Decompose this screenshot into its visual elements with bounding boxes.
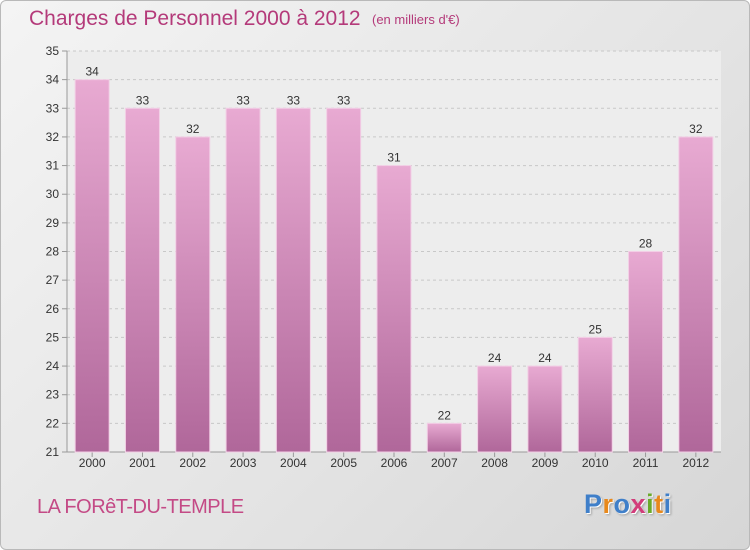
bar	[477, 365, 513, 453]
logo-letter: i	[663, 489, 672, 519]
y-tick-label: 26	[46, 302, 60, 316]
bar	[426, 422, 462, 453]
x-tick-label: 2006	[381, 456, 408, 470]
x-tick-label: 2007	[431, 456, 458, 470]
logo-letter: o	[613, 489, 631, 519]
x-tick-label: 2009	[532, 456, 559, 470]
bar	[577, 336, 613, 453]
data-label: 33	[136, 93, 150, 107]
x-tick-label: 2011	[633, 456, 659, 470]
y-tick-label: 28	[46, 245, 60, 259]
y-tick-label: 31	[46, 159, 60, 173]
y-tick-label: 29	[46, 216, 60, 230]
commune-name: LA FORêT-DU-TEMPLE	[37, 496, 244, 518]
data-label: 32	[689, 122, 703, 136]
data-label: 22	[438, 408, 452, 422]
y-tick-label: 25	[46, 330, 60, 344]
x-tick-label: 2004	[280, 456, 307, 470]
bar	[74, 79, 110, 453]
data-label: 32	[186, 122, 200, 136]
x-tick-label: 2010	[582, 456, 609, 470]
y-tick-label: 30	[46, 187, 60, 201]
data-label: 24	[488, 351, 502, 365]
logo-letter: t	[654, 489, 664, 519]
bar	[628, 251, 664, 453]
data-label: 31	[387, 151, 401, 165]
bar	[275, 107, 311, 453]
chart-subtitle: (en milliers d'€)	[372, 12, 460, 27]
bar	[678, 136, 714, 453]
data-label: 25	[589, 322, 603, 336]
x-tick-label: 2003	[230, 456, 257, 470]
y-tick-label: 24	[46, 359, 60, 373]
bar	[376, 165, 412, 453]
data-label: 28	[639, 237, 653, 251]
y-tick-label: 33	[46, 101, 60, 115]
y-tick-label: 32	[46, 130, 60, 144]
x-tick-label: 2002	[179, 456, 206, 470]
bar	[175, 136, 211, 453]
y-tick-label: 34	[46, 73, 60, 87]
bar	[124, 107, 160, 453]
y-tick-label: 27	[46, 273, 60, 287]
x-tick-label: 2012	[682, 456, 709, 470]
bar	[527, 365, 563, 453]
y-tick-label: 21	[46, 445, 60, 459]
y-tick-label: 22	[46, 416, 60, 430]
bar	[225, 107, 261, 453]
y-tick-label: 23	[46, 388, 60, 402]
bars	[74, 79, 714, 453]
logo-letter: P	[584, 489, 603, 519]
x-tick-label: 2005	[330, 456, 357, 470]
proxiti-logo[interactable]: Proxiti	[584, 489, 672, 520]
data-label: 33	[287, 93, 301, 107]
logo-letter: x	[630, 489, 647, 519]
logo-letter: i	[646, 489, 655, 519]
data-label: 24	[538, 351, 552, 365]
x-tick-label: 2000	[79, 456, 106, 470]
labels: 21 22 23 24 25 26 27 28 29 30 31 32 33 34 35 34 2000 33 20…	[46, 44, 710, 470]
x-tick-label: 2001	[129, 456, 156, 470]
data-label: 34	[85, 65, 99, 79]
chart-title: Charges de Personnel 2000 à 2012	[29, 7, 361, 30]
x-tick-label: 2008	[481, 456, 508, 470]
y-tick-label: 35	[46, 44, 60, 58]
data-label: 33	[236, 93, 250, 107]
bar	[326, 107, 362, 453]
data-label: 33	[337, 93, 351, 107]
logo-letter: r	[602, 489, 614, 519]
